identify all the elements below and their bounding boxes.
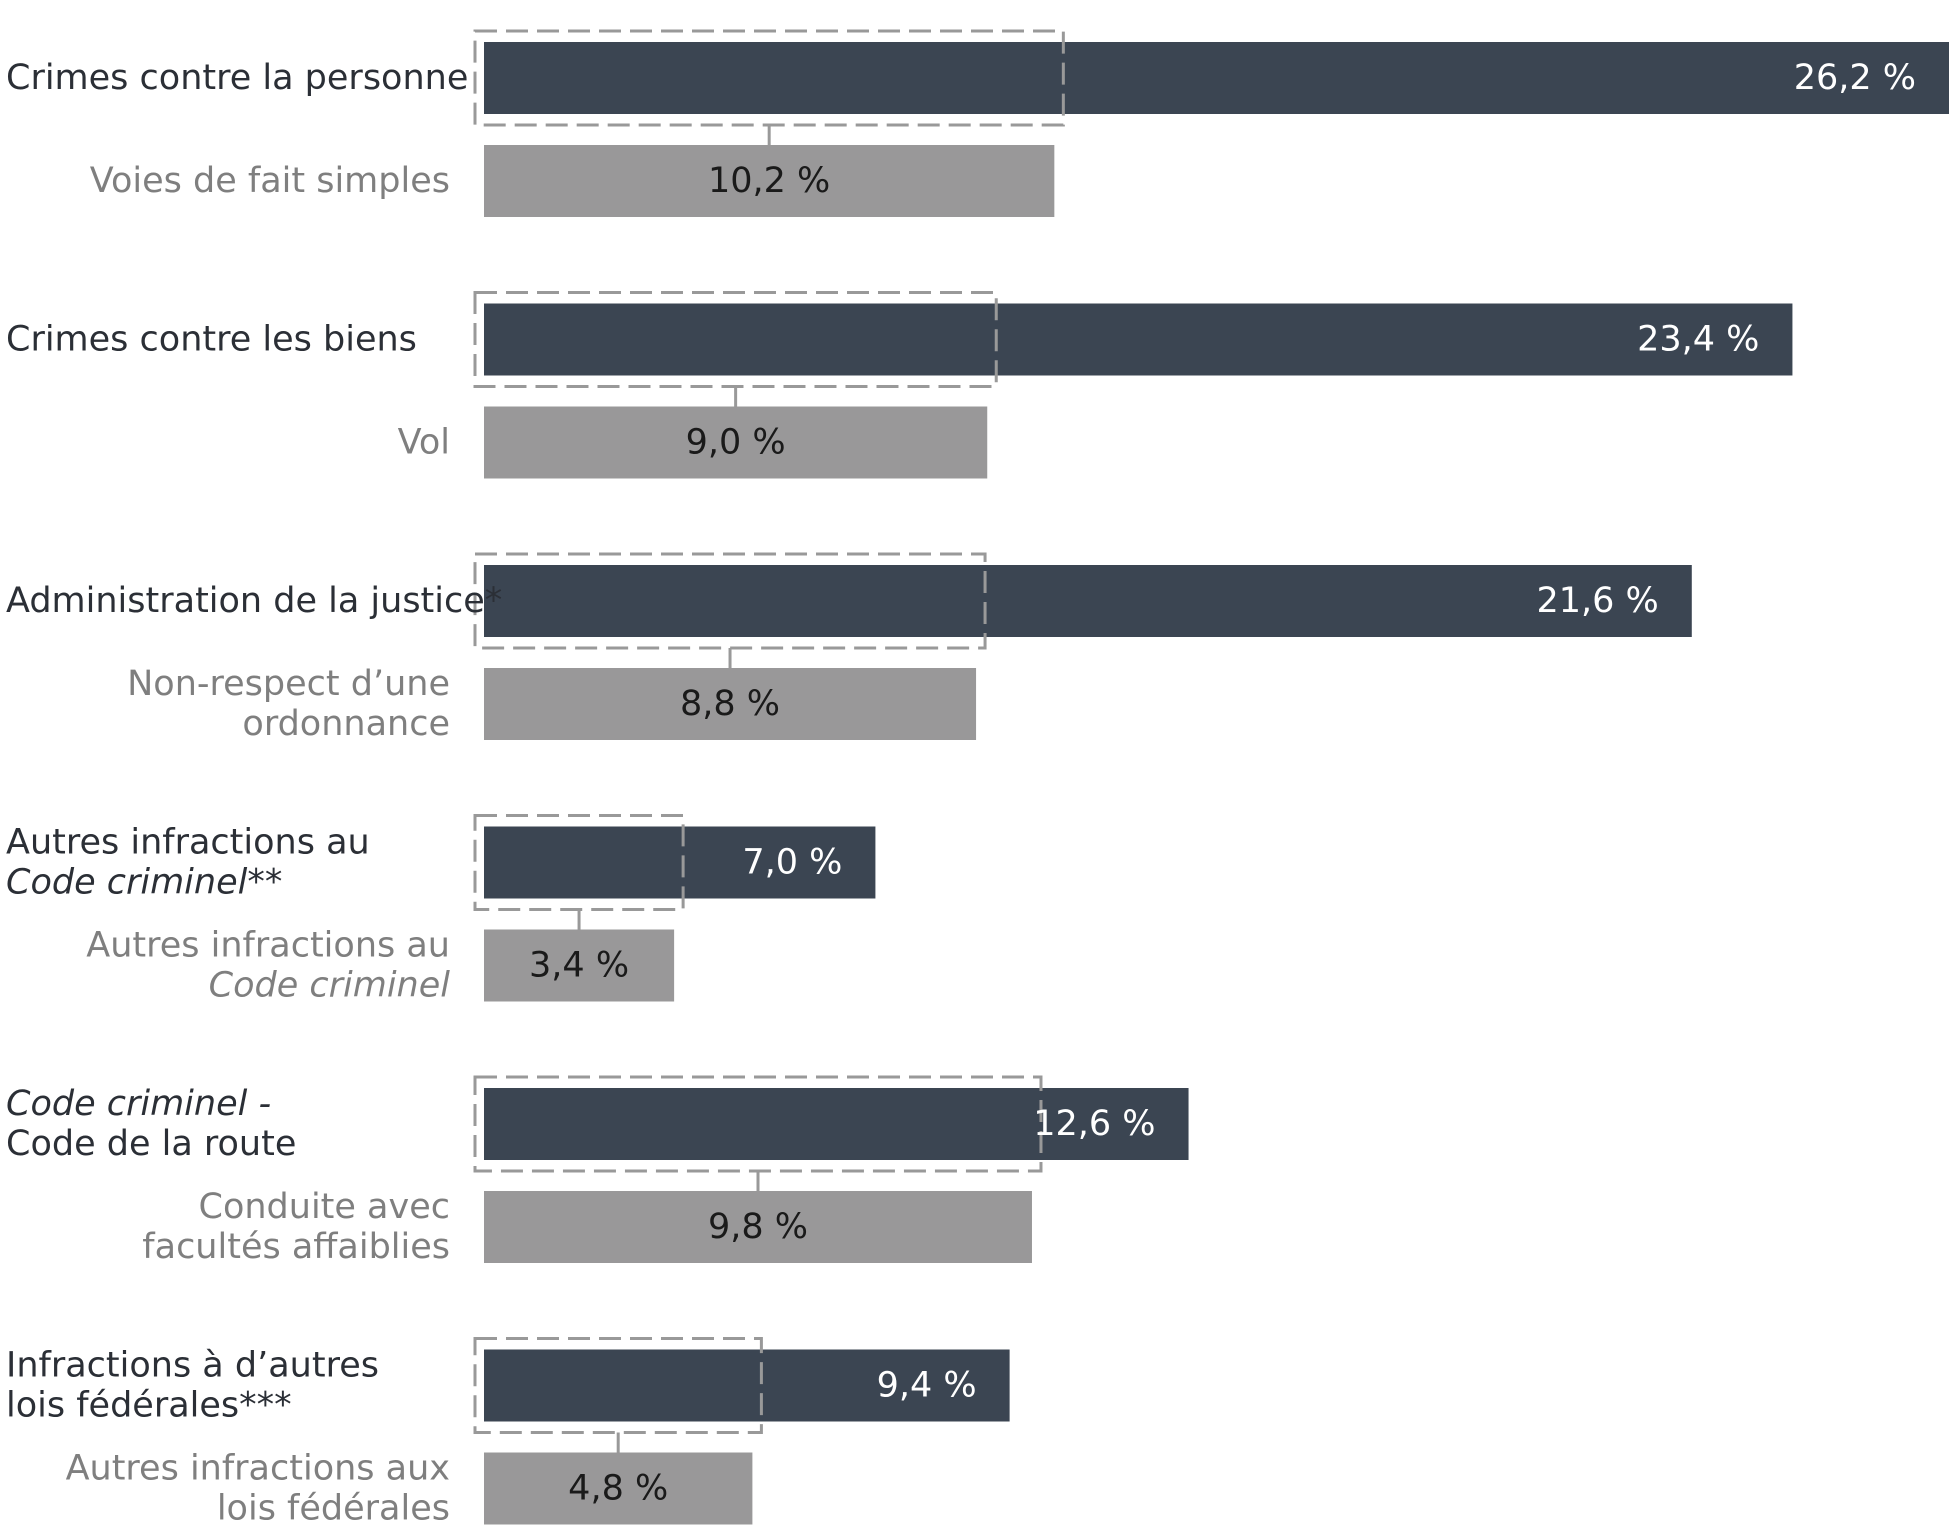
category-label: Infractions à d’autres — [6, 1346, 379, 1386]
category-label: Autres infractions au — [6, 823, 370, 863]
main-value-label: 23,4 % — [1637, 320, 1759, 360]
main-value-label: 12,6 % — [1033, 1104, 1155, 1144]
category-label: Code de la route — [6, 1124, 296, 1164]
category-label: Code criminel - — [6, 1084, 271, 1124]
main-value-label: 21,6 % — [1536, 581, 1658, 621]
sub-value-label: 4,8 % — [568, 1469, 668, 1509]
category-label: lois fédérales*** — [6, 1386, 292, 1426]
main-bar — [484, 826, 876, 899]
bar-group: 21,6 % 8,8 % Administration de la justice*… — [6, 552, 1692, 744]
sub-bar — [484, 668, 977, 740]
category-label: Crimes contre la personne — [6, 58, 468, 98]
main-value-label: 9,4 % — [877, 1366, 977, 1406]
sub-value-label: 9,0 % — [686, 423, 786, 463]
subcategory-label: Conduite avec — [199, 1187, 450, 1227]
subcategory-label: Voies de fait simples — [90, 161, 450, 201]
subcategory-label: Autres infractions aux — [66, 1449, 450, 1489]
sub-value-label: 8,8 % — [680, 684, 780, 724]
category-label: Crimes contre les biens — [6, 320, 417, 360]
callout-box — [473, 552, 987, 650]
bar-group: 23,4 % 9,0 % Crimes contre les biens Vol — [6, 291, 1793, 479]
sub-value-label: 9,8 % — [708, 1207, 808, 1247]
subcategory-label: Vol — [398, 423, 450, 463]
sub-bar — [484, 929, 675, 1002]
sub-bar — [484, 406, 988, 479]
main-bar — [484, 565, 1692, 637]
category-label: Administration de la justice* — [6, 581, 502, 621]
sub-value-label: 3,4 % — [529, 946, 629, 986]
subcategory-label: ordonnance — [242, 704, 450, 744]
subcategory-label: lois fédérales — [217, 1489, 450, 1529]
callout-box — [473, 1337, 763, 1434]
category-label: Code criminel** — [6, 863, 282, 903]
sub-bar — [484, 1452, 753, 1525]
subcategory-label: Autres infractions au — [86, 926, 450, 966]
sub-value-label: 10,2 % — [708, 161, 830, 201]
main-value-label: 26,2 % — [1794, 58, 1916, 98]
bar-group: 12,6 % 9,8 % Code criminel -Code de la rou… — [6, 1075, 1189, 1267]
bar-group: 26,2 % 10,2 % Crimes contre la personne Voi… — [6, 29, 1949, 217]
sub-bar — [484, 145, 1055, 217]
subcategory-label: facultés affaiblies — [142, 1227, 450, 1267]
main-bar — [484, 1088, 1189, 1160]
subcategory-label: Code criminel — [209, 966, 451, 1006]
subcategory-label: Non-respect d’une — [127, 664, 450, 704]
main-bar — [484, 42, 1949, 114]
main-bar — [484, 1349, 1010, 1422]
main-value-label: 7,0 % — [742, 843, 842, 883]
main-bar — [484, 303, 1793, 376]
sub-bar — [484, 1191, 1032, 1263]
